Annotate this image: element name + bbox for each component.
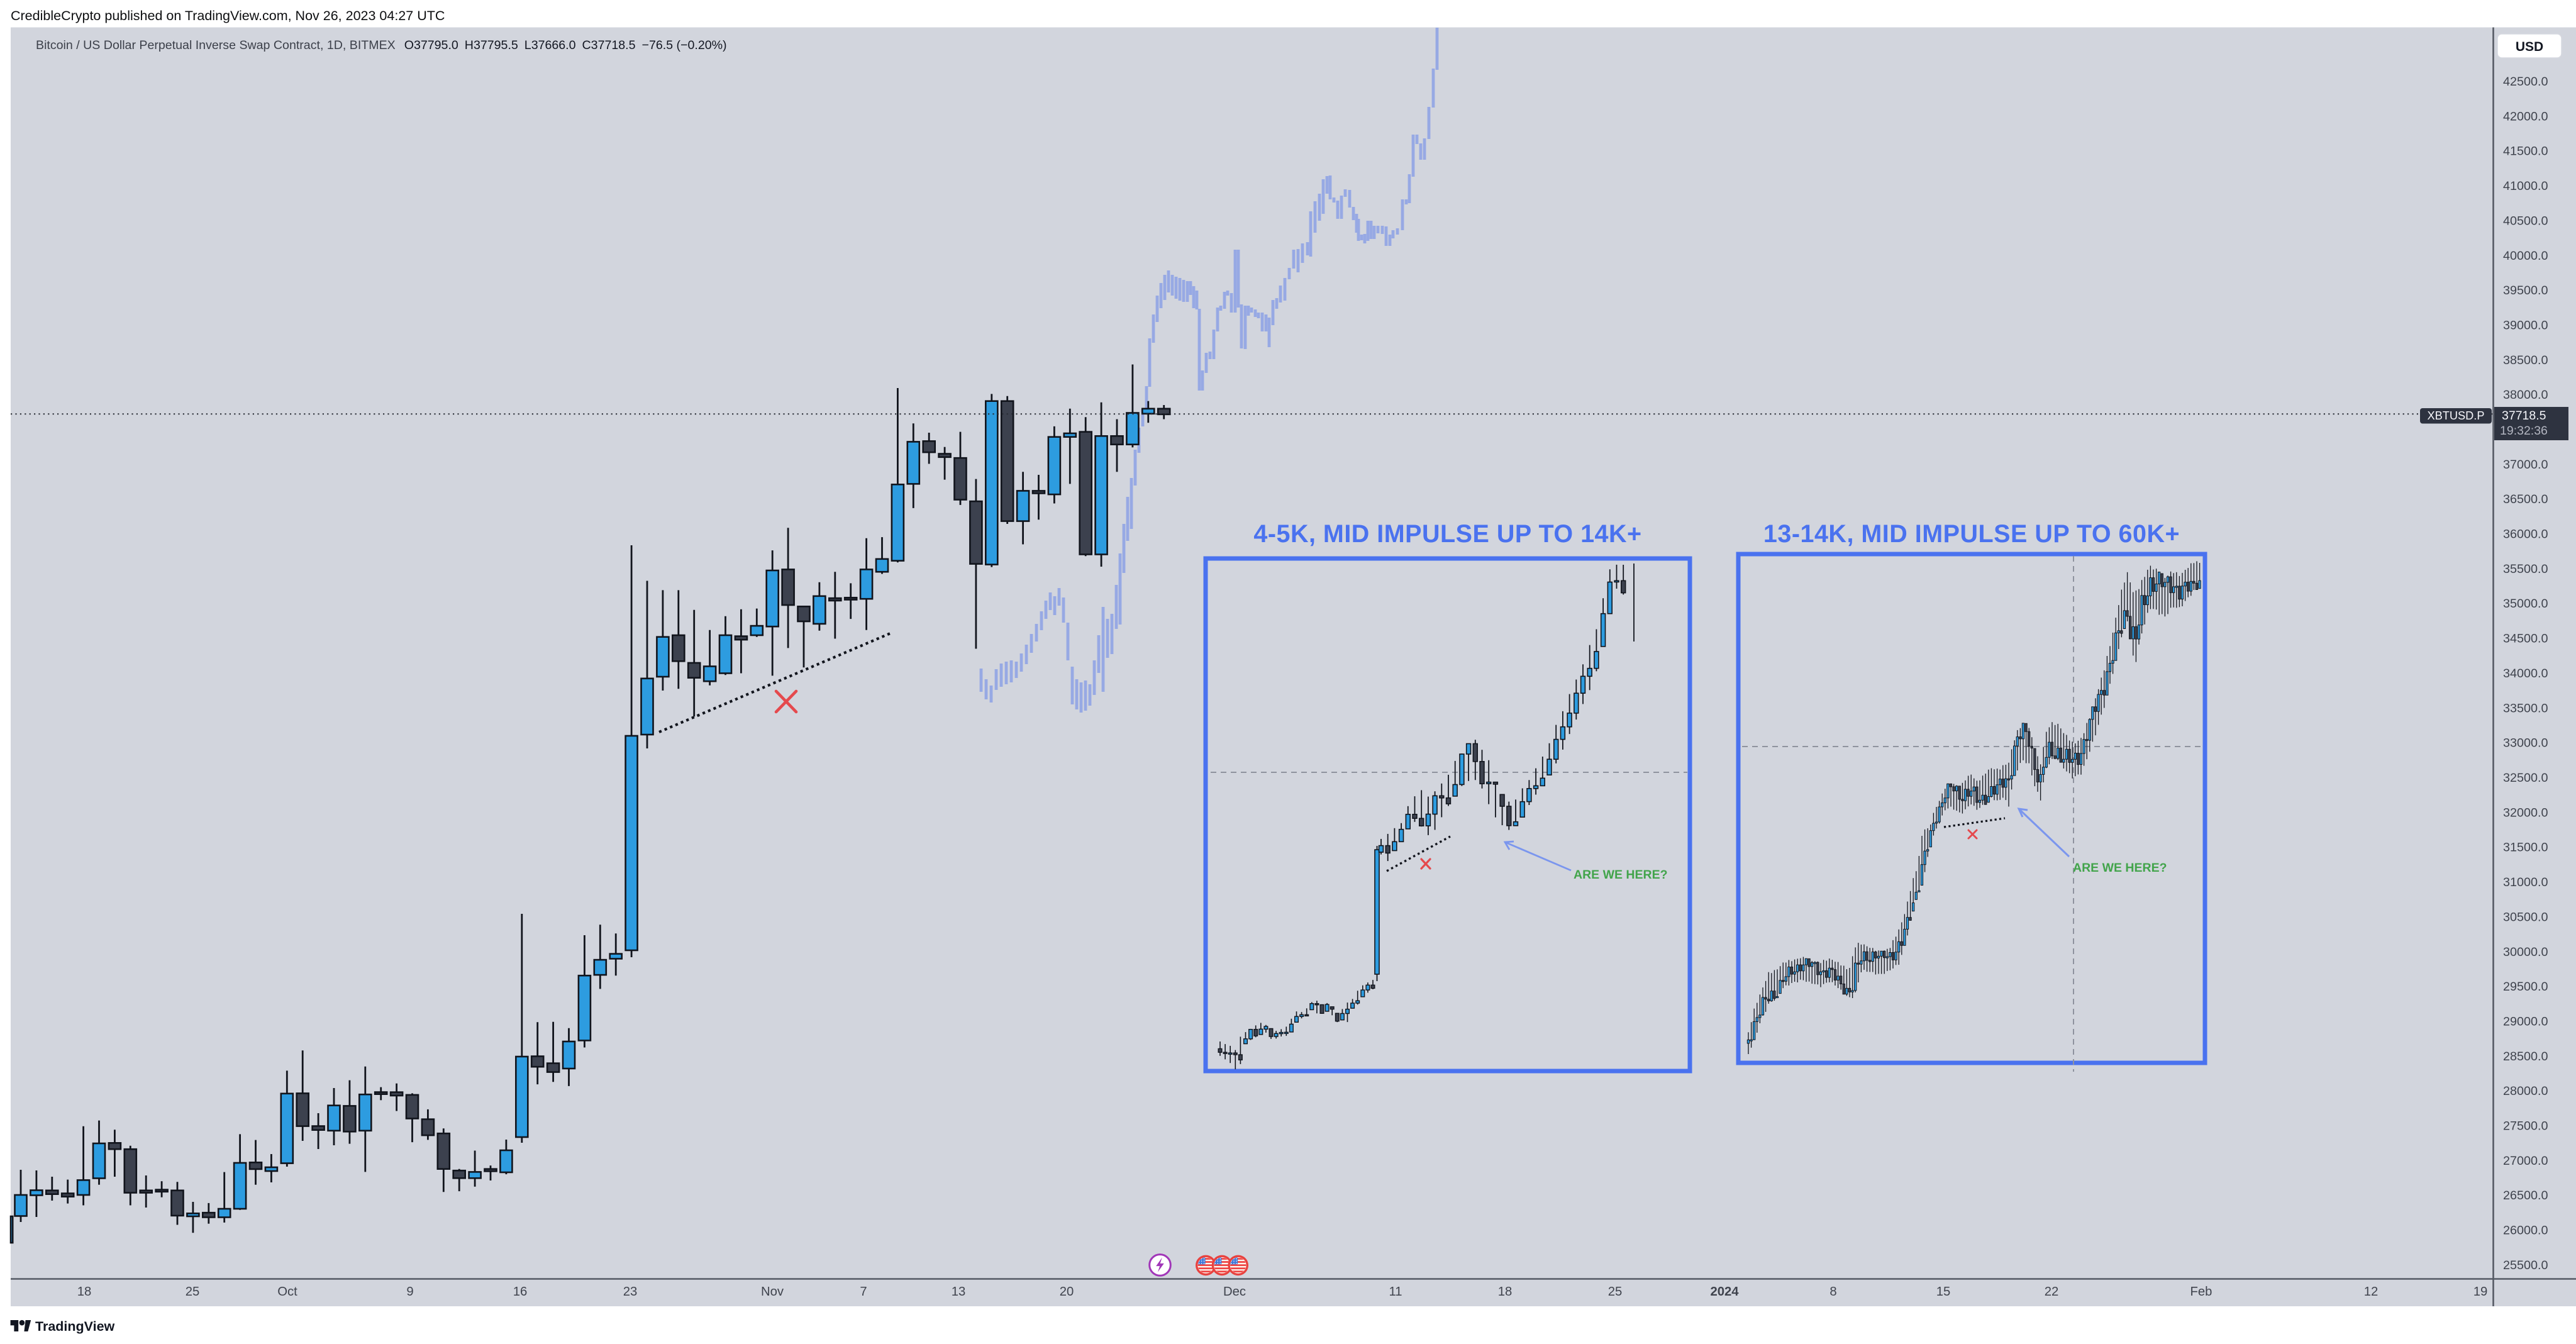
svg-text:22: 22: [2045, 1285, 2059, 1299]
svg-text:37718.5: 37718.5: [2502, 409, 2546, 423]
svg-text:29500.0: 29500.0: [2503, 980, 2548, 994]
svg-text:32000.0: 32000.0: [2503, 806, 2548, 819]
svg-text:28000.0: 28000.0: [2503, 1084, 2548, 1098]
svg-text:26000.0: 26000.0: [2503, 1224, 2548, 1238]
svg-text:20: 20: [1060, 1285, 1074, 1299]
svg-text:23: 23: [623, 1285, 638, 1299]
svg-text:TradingView: TradingView: [35, 1319, 115, 1334]
svg-text:41000.0: 41000.0: [2503, 179, 2548, 193]
svg-text:33000.0: 33000.0: [2503, 736, 2548, 750]
svg-text:37000.0: 37000.0: [2503, 458, 2548, 472]
svg-text:39000.0: 39000.0: [2503, 319, 2548, 333]
svg-text:30000.0: 30000.0: [2503, 945, 2548, 959]
svg-text:25: 25: [186, 1285, 200, 1299]
svg-text:19:32:36: 19:32:36: [2500, 424, 2548, 438]
svg-text:18: 18: [77, 1285, 92, 1299]
svg-text:35000.0: 35000.0: [2503, 597, 2548, 611]
svg-text:39500.0: 39500.0: [2503, 284, 2548, 297]
svg-text:38500.0: 38500.0: [2503, 353, 2548, 367]
svg-text:26500.0: 26500.0: [2503, 1189, 2548, 1202]
svg-text:35500.0: 35500.0: [2503, 562, 2548, 576]
svg-text:ARE WE HERE?: ARE WE HERE?: [2073, 861, 2167, 875]
svg-text:Oct: Oct: [277, 1285, 297, 1299]
svg-text:XBTUSD.P: XBTUSD.P: [2428, 409, 2485, 422]
svg-text:18: 18: [1498, 1285, 1513, 1299]
svg-text:4-5K, MID IMPULSE UP TO 14K+: 4-5K, MID IMPULSE UP TO 14K+: [1253, 520, 1641, 548]
svg-text:Nov: Nov: [761, 1285, 784, 1299]
svg-text:41500.0: 41500.0: [2503, 145, 2548, 158]
svg-text:19: 19: [2473, 1285, 2488, 1299]
svg-text:27000.0: 27000.0: [2503, 1154, 2548, 1168]
svg-text:25: 25: [1608, 1285, 1623, 1299]
svg-text:Feb: Feb: [2190, 1285, 2212, 1299]
svg-text:29000.0: 29000.0: [2503, 1015, 2548, 1029]
svg-text:8: 8: [1829, 1285, 1836, 1299]
svg-text:33500.0: 33500.0: [2503, 701, 2548, 715]
svg-text:25500.0: 25500.0: [2503, 1258, 2548, 1272]
svg-text:11: 11: [1389, 1285, 1402, 1299]
svg-text:ARE WE HERE?: ARE WE HERE?: [1574, 868, 1668, 882]
svg-text:40500.0: 40500.0: [2503, 214, 2548, 228]
svg-text:Dec: Dec: [1223, 1285, 1246, 1299]
svg-text:27500.0: 27500.0: [2503, 1119, 2548, 1133]
svg-text:2024: 2024: [1710, 1285, 1739, 1299]
svg-text:31000.0: 31000.0: [2503, 875, 2548, 889]
svg-text:Bitcoin / US Dollar Perpetual: Bitcoin / US Dollar Perpetual Inverse Sw…: [36, 38, 727, 52]
svg-text:9: 9: [406, 1285, 413, 1299]
svg-text:13: 13: [952, 1285, 966, 1299]
svg-text:30500.0: 30500.0: [2503, 910, 2548, 924]
svg-text:15: 15: [1936, 1285, 1951, 1299]
svg-text:38000.0: 38000.0: [2503, 388, 2548, 402]
svg-text:16: 16: [513, 1285, 528, 1299]
svg-text:28500.0: 28500.0: [2503, 1050, 2548, 1064]
svg-text:42500.0: 42500.0: [2503, 75, 2548, 89]
svg-text:12: 12: [2364, 1285, 2379, 1299]
svg-text:34000.0: 34000.0: [2503, 667, 2548, 680]
svg-text:36500.0: 36500.0: [2503, 492, 2548, 506]
svg-text:32500.0: 32500.0: [2503, 771, 2548, 785]
svg-text:7: 7: [860, 1285, 867, 1299]
svg-text:40000.0: 40000.0: [2503, 249, 2548, 263]
svg-text:CredibleCrypto published on Tr: CredibleCrypto published on TradingView.…: [11, 8, 445, 23]
svg-text:31500.0: 31500.0: [2503, 841, 2548, 855]
svg-text:13-14K, MID IMPULSE UP TO 60K+: 13-14K, MID IMPULSE UP TO 60K+: [1763, 520, 2180, 548]
svg-text:34500.0: 34500.0: [2503, 632, 2548, 646]
svg-text:42000.0: 42000.0: [2503, 109, 2548, 123]
svg-text:USD: USD: [2516, 40, 2543, 54]
svg-text:36000.0: 36000.0: [2503, 528, 2548, 541]
